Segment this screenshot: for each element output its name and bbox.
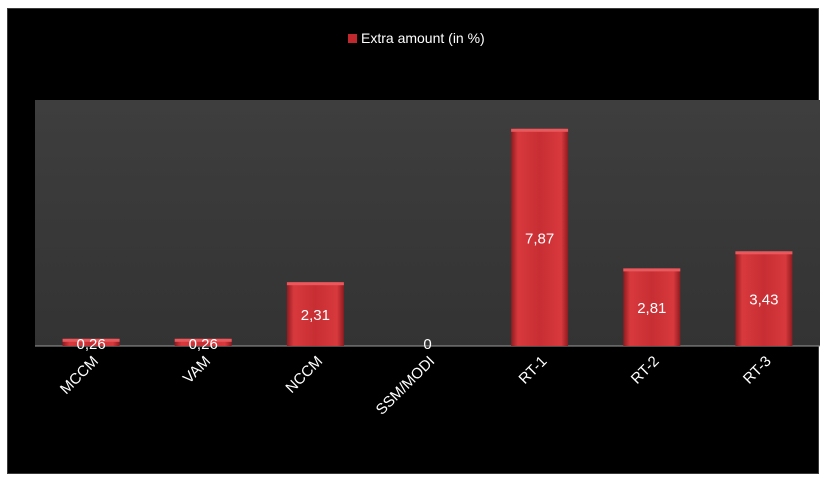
x-tick-label: NCCM <box>282 353 326 397</box>
bar-rt-3 <box>735 251 793 346</box>
data-label: 2,81 <box>637 300 666 317</box>
x-tick-label: VAM <box>180 353 214 387</box>
data-label: 0 <box>423 336 431 353</box>
data-label: 2,31 <box>301 307 330 324</box>
plot-area <box>35 100 820 346</box>
bar-top-highlight <box>286 282 344 286</box>
x-tick-label: MCCM <box>57 353 102 398</box>
bar-rt-2 <box>623 268 681 346</box>
x-tick-label: SSM/MODI <box>373 353 439 419</box>
bar-vam <box>174 338 232 346</box>
bar-nccm <box>286 282 344 346</box>
x-tick-labels-group: MCCM VAM NCCM SSM/MODI RT-1 RT-2 RT-3 <box>57 353 775 419</box>
bar-mccm <box>62 338 120 346</box>
data-labels-group: 0,26 0,26 2,31 0 7,87 2,81 3,43 <box>76 230 778 353</box>
data-label: 0,26 <box>76 336 105 353</box>
data-label: 7,87 <box>525 230 554 247</box>
bar-rt-1 <box>511 128 569 346</box>
data-label: 3,43 <box>749 292 778 309</box>
legend-entry: Extra amount (in %) <box>361 30 485 46</box>
data-label: 0,26 <box>189 336 218 353</box>
x-tick-label: RT-3 <box>740 353 775 388</box>
bar-top-highlight <box>735 251 793 255</box>
bar-top-highlight <box>174 338 232 342</box>
bar-top-highlight <box>623 268 681 272</box>
bars-group <box>62 128 793 346</box>
legend-swatch <box>348 34 357 43</box>
bar-top-highlight <box>511 128 569 132</box>
bar-top-highlight <box>62 338 120 342</box>
legend: Extra amount (in %) <box>348 30 485 46</box>
x-tick-label: RT-1 <box>516 353 551 388</box>
x-tick-label: RT-2 <box>628 353 663 388</box>
